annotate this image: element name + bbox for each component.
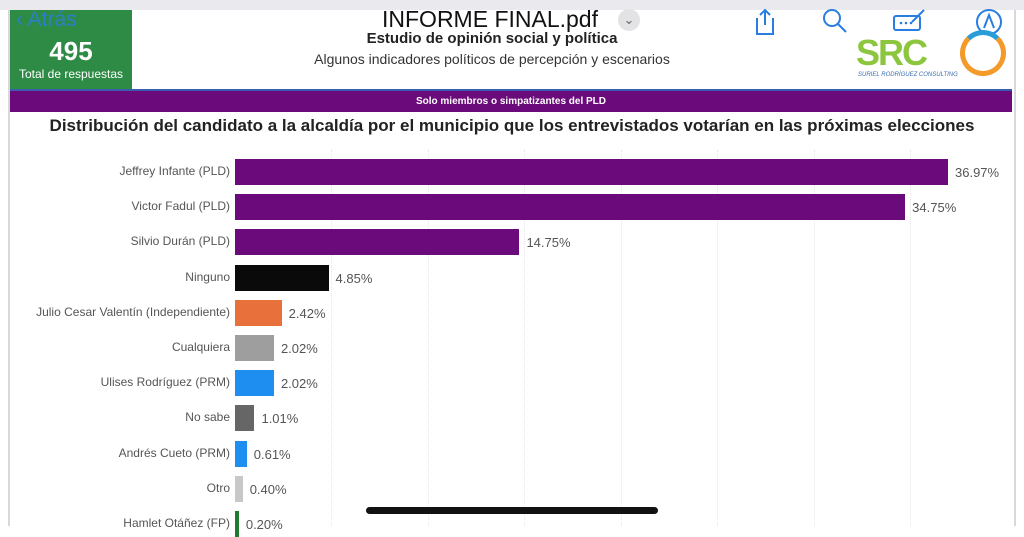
bar[interactable] — [235, 159, 948, 185]
filter-band: Solo miembros o simpatizantes del PLD — [10, 91, 1012, 112]
data-label: 2.02% — [280, 376, 318, 392]
data-label: 2.02% — [280, 341, 318, 356]
category-label: Ninguno — [185, 269, 230, 284]
bar[interactable] — [235, 335, 274, 361]
data-label: 0.61% — [253, 446, 291, 462]
markup-icon[interactable] — [892, 8, 928, 40]
bar-row: No sabe 1.01% — [0, 405, 1024, 432]
report-subtitle: Algunos indicadores políticos de percepc… — [314, 51, 670, 67]
bar[interactable] — [235, 405, 255, 432]
data-label: 1.01% — [261, 411, 299, 427]
category-label: No sabe — [185, 410, 230, 425]
bar-row: Jeffrey Infante (PLD) 36.97% — [0, 159, 1024, 185]
bar-row: Ulises Rodríguez (PRM) 2.02% — [0, 370, 1024, 397]
kpi-value: 495 — [49, 36, 93, 66]
bar[interactable] — [235, 264, 329, 291]
search-icon[interactable] — [822, 8, 848, 40]
category-label: Otro — [206, 480, 230, 495]
category-label: Silvio Durán (PLD) — [130, 234, 230, 249]
bar-row: Otro 0.40% — [0, 475, 1024, 502]
bar-row: Ninguno 4.85% — [0, 264, 1024, 291]
bar-row: Victor Fadul (PLD) 34.75% — [0, 194, 1024, 221]
gridline — [524, 150, 526, 526]
logo-subtext: SURIEL RODRÍGUEZ CONSULTING — [858, 72, 958, 78]
category-label: Ulises Rodríguez (PRM) — [100, 375, 230, 390]
data-label: 34.75% — [912, 200, 957, 216]
logo-ring-icon — [960, 30, 1006, 76]
file-title[interactable]: INFORME FINAL.pdf — [382, 6, 598, 32]
viewer-top-strip — [0, 0, 1024, 10]
category-label: Andrés Cueto (PRM) — [118, 445, 230, 460]
bar[interactable] — [235, 370, 274, 397]
gridline — [331, 150, 333, 526]
bar[interactable] — [235, 299, 282, 326]
gridline — [620, 150, 622, 526]
data-label: 0.40% — [249, 481, 287, 497]
bar-row: Hamlet Otáñez (FP) 0.20% — [0, 511, 1024, 537]
bar-row: Julio Cesar Valentín (Independiente) 2.4… — [0, 299, 1024, 326]
category-label: Hamlet Otáñez (FP) — [123, 516, 230, 530]
bar-row: Andrés Cueto (PRM) 0.61% — [0, 440, 1024, 467]
bar-row: Cualquiera 2.02% — [0, 335, 1024, 361]
data-label: 2.42% — [288, 305, 326, 321]
gridline — [427, 150, 429, 526]
bar[interactable] — [235, 194, 906, 221]
report-frame — [8, 10, 1016, 526]
data-label: 36.97% — [955, 165, 1000, 180]
chevron-down-icon[interactable]: ⌄ — [618, 9, 640, 31]
back-label[interactable]: Atrás — [27, 8, 77, 31]
gridline — [910, 150, 911, 526]
category-label: Victor Fadul (PLD) — [131, 199, 230, 214]
bar-row: Silvio Durán (PLD) 14.75% — [0, 229, 1024, 256]
bar[interactable] — [235, 511, 239, 537]
bar[interactable] — [235, 229, 520, 256]
divider — [10, 89, 1012, 91]
category-label: Julio Cesar Valentín (Independiente) — [36, 304, 230, 319]
share-icon[interactable] — [754, 8, 776, 42]
chart-title: Distribución del candidato a la alcaldía… — [49, 116, 975, 135]
logo-text: SRC — [856, 32, 928, 73]
kpi-label: Total de respuestas — [18, 67, 124, 81]
gridline — [717, 150, 719, 526]
bar[interactable] — [235, 440, 247, 467]
data-label: 4.85% — [335, 270, 373, 286]
category-label: Jeffrey Infante (PLD) — [119, 164, 231, 178]
data-label: 0.20% — [245, 517, 283, 532]
home-indicator[interactable] — [366, 507, 658, 514]
kpi-card: 495 Total de respuestas ‹ Atrás — [10, 8, 132, 90]
back-button[interactable]: ‹ Atrás — [16, 8, 77, 31]
category-label: Cualquiera — [171, 340, 230, 354]
data-label: 14.75% — [526, 235, 571, 251]
src-logo: SRC SURIEL RODRÍGUEZ CONSULTING — [856, 30, 1011, 82]
report-title: Estudio de opinión social y política — [366, 30, 618, 47]
bar[interactable] — [235, 475, 243, 502]
gridline — [813, 150, 815, 526]
